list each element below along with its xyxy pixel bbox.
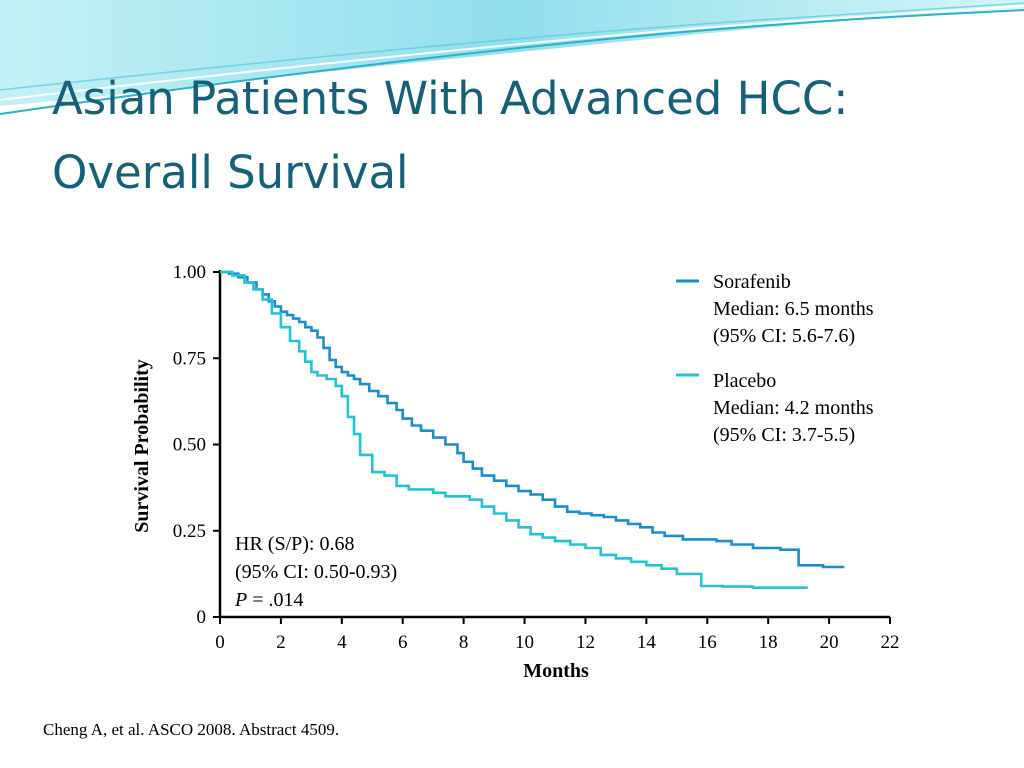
survival-chart: 0 2 4 6 8 10 12 14 16 18 20 22 0 0.25 0.50 0.75 1.00 Mon… [131,262,900,682]
hazard-ratio-annotation: HR (S/P): 0.68 (95% CI: 0.50-0.93) P = .… [234,533,397,611]
p-value-symbol: P [234,589,247,611]
legend-median-sorafenib: Median: 6.5 months [713,298,874,320]
x-tick-label: 0 [215,632,225,653]
legend-item-sorafenib: Sorafenib Median: 6.5 months (95% CI: 5.… [676,271,874,347]
y-axis-label: Survival Probability [131,359,153,533]
placebo-curve [220,270,808,589]
x-tick-label: 14 [637,632,657,653]
x-tick-label: 2 [276,632,286,653]
header-wave-decoration [0,0,1024,115]
legend-label-placebo: Placebo [713,370,776,392]
x-tick-label: 20 [820,632,839,653]
x-tick-label: 8 [459,632,469,653]
y-tick-label: 0.50 [173,435,206,456]
y-tick-label: 0.25 [173,521,206,542]
hr-line-1: HR (S/P): 0.68 [235,533,354,555]
citation: Cheng A, et al. ASCO 2008. Abstract 4509… [43,720,340,739]
x-tick-label: 22 [881,632,900,653]
legend-ci-sorafenib: (95% CI: 5.6-7.6) [713,325,855,347]
slide-title-line-2: Overall Survival [52,146,409,199]
chart-plot-area [220,270,845,589]
x-tick-label: 16 [698,632,717,653]
legend-ci-placebo: (95% CI: 3.7-5.5) [713,424,855,446]
legend-label-sorafenib: Sorafenib [713,271,791,293]
x-tick-label: 18 [759,632,778,653]
sorafenib-curve [220,270,845,569]
chart-axes: 0 2 4 6 8 10 12 14 16 18 20 22 0 0.25 0.50 0.75 1.00 [173,262,900,653]
hr-line-3: P = .014 [234,589,304,611]
y-tick-label: 0.75 [173,348,206,369]
x-tick-label: 6 [398,632,408,653]
legend-median-placebo: Median: 4.2 months [713,397,874,419]
p-value-text: = .014 [247,589,303,611]
y-tick-label: 0 [197,607,207,628]
y-tick-label: 1.00 [173,262,206,283]
x-axis-label: Months [523,660,589,682]
hr-line-2: (95% CI: 0.50-0.93) [235,561,397,583]
slide-title-line-1: Asian Patients With Advanced HCC: [52,72,849,125]
chart-legend: Sorafenib Median: 6.5 months (95% CI: 5.… [676,271,874,446]
x-tick-label: 12 [576,632,595,653]
legend-item-placebo: Placebo Median: 4.2 months (95% CI: 3.7-… [676,370,874,446]
slide-title: Asian Patients With Advanced HCC: Overal… [52,62,992,210]
x-tick-label: 10 [515,632,534,653]
x-tick-label: 4 [337,632,347,653]
